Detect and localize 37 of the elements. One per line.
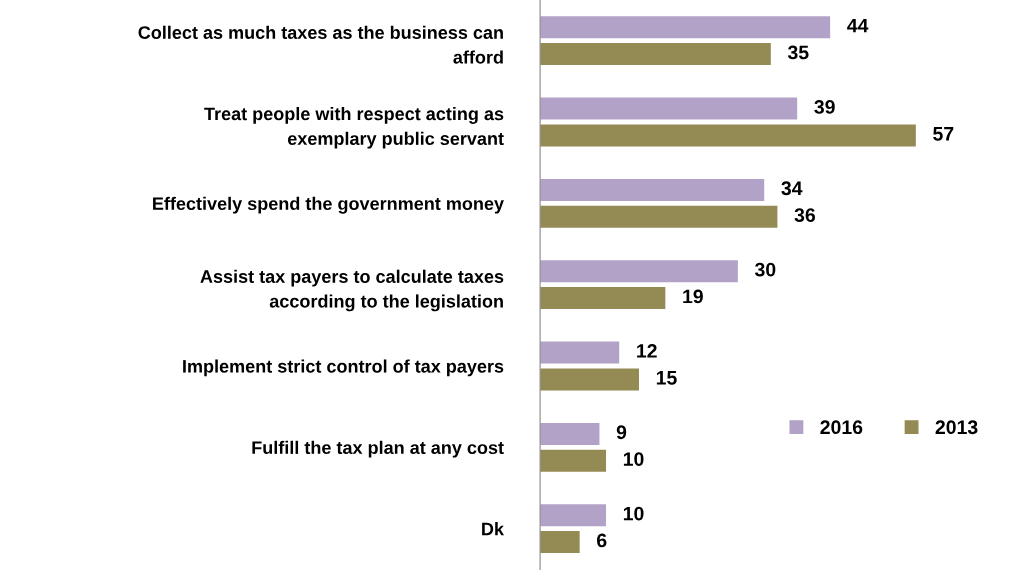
y-tick-label: Treat people with respect acting as exemplary public servant xyxy=(204,107,504,149)
y-tick-label: Assist tax payers to calculate taxes according to the legislation xyxy=(200,269,504,312)
bar xyxy=(540,260,738,283)
bar xyxy=(540,43,771,66)
bar xyxy=(540,178,765,201)
bar xyxy=(540,368,639,391)
y-tick-label: Collect as much taxes as the business can afford xyxy=(138,25,503,64)
data-label: 34 xyxy=(781,181,803,196)
bar xyxy=(540,287,666,310)
data-label: 39 xyxy=(814,100,835,114)
data-label: 10 xyxy=(623,506,644,521)
bar xyxy=(540,341,620,364)
data-label: 30 xyxy=(754,262,776,277)
legend-label: 2013 xyxy=(935,420,978,435)
bar xyxy=(540,531,580,554)
data-label: 15 xyxy=(656,371,677,385)
legend-label: 2016 xyxy=(820,420,863,435)
data-label: 19 xyxy=(683,289,703,304)
bar xyxy=(540,97,798,120)
y-tick-label: Effectively spend the government money xyxy=(153,196,504,214)
data-label: 35 xyxy=(787,45,809,60)
data-label: 9 xyxy=(616,425,627,440)
bar xyxy=(540,422,600,445)
data-label: 44 xyxy=(847,18,869,33)
bar xyxy=(540,205,778,228)
data-label: 12 xyxy=(637,344,657,358)
bar xyxy=(540,504,607,527)
y-tick-label: Fulfill the tax plan at any cost xyxy=(252,440,504,458)
data-label: 10 xyxy=(623,452,644,466)
bar xyxy=(540,16,831,39)
data-label: 6 xyxy=(597,533,607,548)
data-label: 57 xyxy=(933,127,954,141)
y-tick-label: Dk xyxy=(482,522,505,536)
bar xyxy=(540,124,916,147)
data-label: 36 xyxy=(794,208,815,222)
bar xyxy=(540,449,607,472)
y-tick-label: Implement strict control of tax payers xyxy=(183,359,504,377)
